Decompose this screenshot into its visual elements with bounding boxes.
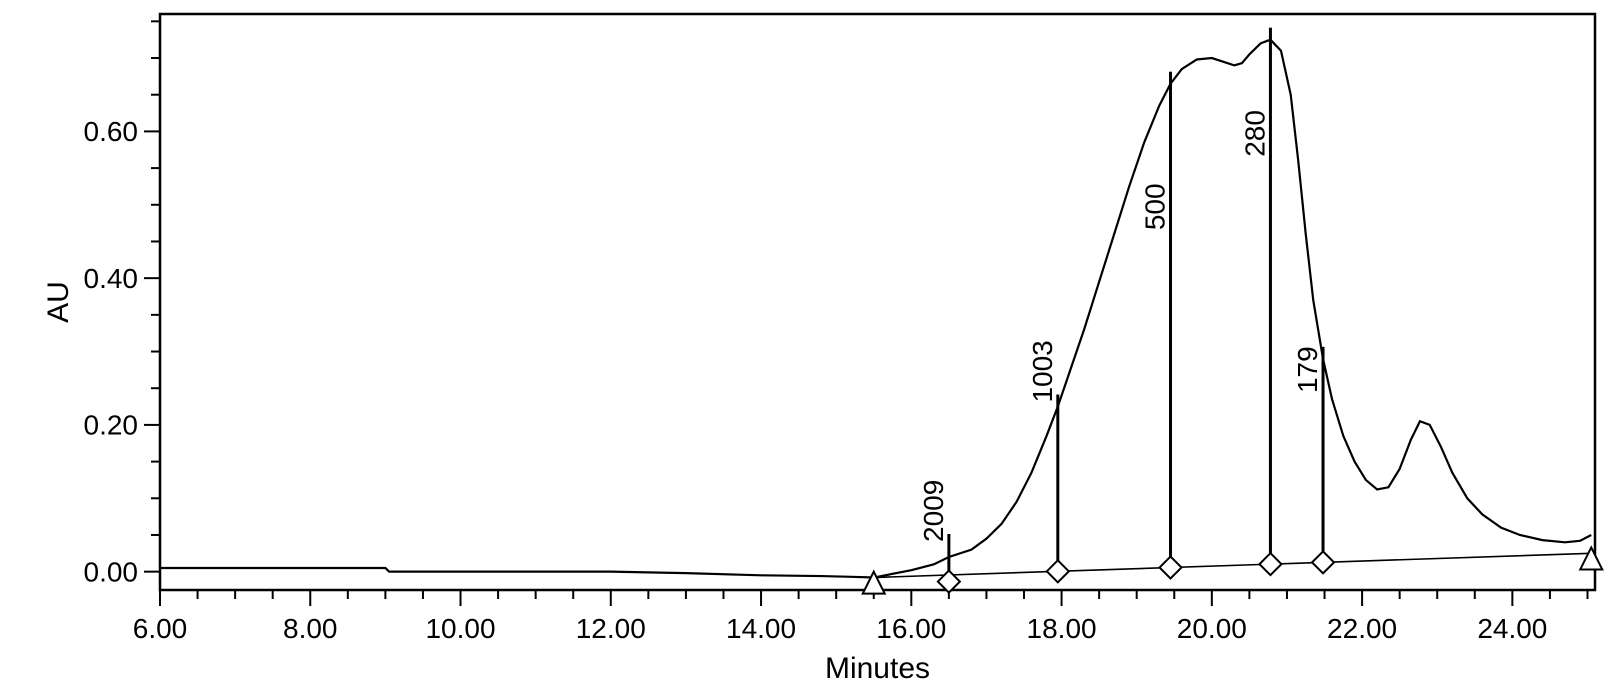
svg-text:0.00: 0.00 xyxy=(84,556,139,587)
svg-text:0.40: 0.40 xyxy=(84,263,139,294)
svg-text:10.00: 10.00 xyxy=(425,613,495,644)
svg-text:0.20: 0.20 xyxy=(84,410,139,441)
peak-label: 280 xyxy=(1239,110,1270,157)
svg-text:12.00: 12.00 xyxy=(576,613,646,644)
svg-text:18.00: 18.00 xyxy=(1027,613,1097,644)
svg-text:8.00: 8.00 xyxy=(283,613,338,644)
svg-text:6.00: 6.00 xyxy=(133,613,188,644)
peak-label: 1003 xyxy=(1027,340,1058,402)
chart-svg: 6.00 8.00 10.00 12.00 14.00 16.00 18.00 20.00 22… xyxy=(0,0,1613,699)
svg-text:20.00: 20.00 xyxy=(1177,613,1247,644)
peak-label: 2009 xyxy=(918,480,949,542)
svg-text:24.00: 24.00 xyxy=(1477,613,1547,644)
chromatogram-chart: 6.00 8.00 10.00 12.00 14.00 16.00 18.00 20.00 22… xyxy=(0,0,1613,699)
x-axis-label: Minutes xyxy=(825,652,930,685)
svg-text:22.00: 22.00 xyxy=(1327,613,1397,644)
peak-label: 500 xyxy=(1140,183,1171,230)
y-axis-label: AU xyxy=(42,281,75,323)
svg-text:14.00: 14.00 xyxy=(726,613,796,644)
peak-label: 179 xyxy=(1292,346,1323,393)
svg-text:0.60: 0.60 xyxy=(84,116,139,147)
svg-text:16.00: 16.00 xyxy=(876,613,946,644)
